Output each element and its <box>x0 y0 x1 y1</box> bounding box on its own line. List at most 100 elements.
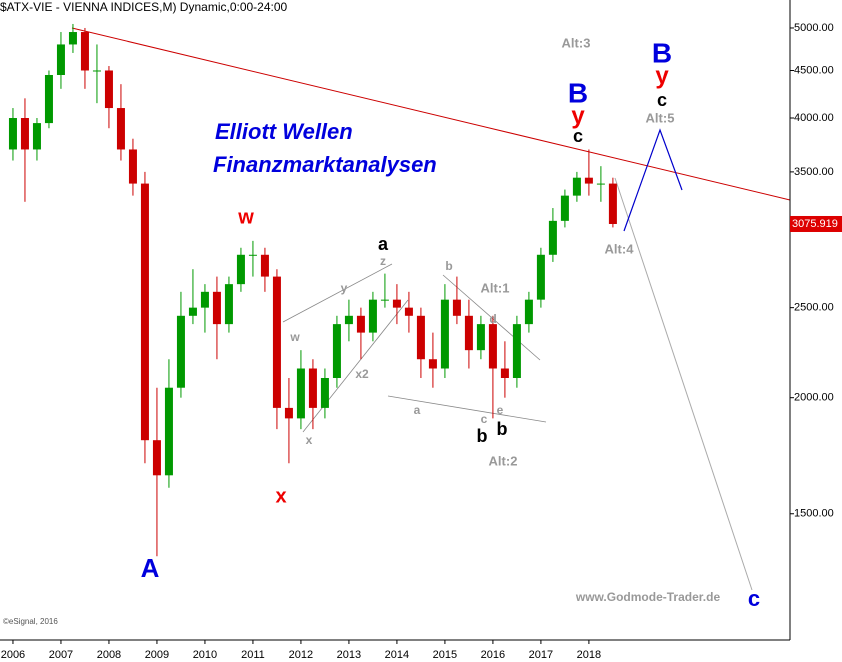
x-tick-label: 2013 <box>337 649 361 661</box>
annotation: c <box>573 126 583 146</box>
annotation: y <box>341 281 348 295</box>
candle-body <box>248 254 257 256</box>
annotation: a <box>414 403 421 417</box>
candle-body <box>560 195 569 221</box>
candle-body <box>32 123 41 150</box>
annotation: Elliott Wellen <box>215 119 353 144</box>
annotation: x <box>275 485 286 507</box>
y-tick-label: 5000.00 <box>794 22 834 34</box>
annotation: B <box>568 77 588 108</box>
annotation: x <box>306 433 313 447</box>
x-tick-label: 2009 <box>145 649 169 661</box>
y-tick-label: 4500.00 <box>794 64 834 76</box>
candle-body <box>68 32 77 45</box>
candle-body <box>608 183 617 224</box>
x-tick-label: 2007 <box>49 649 73 661</box>
candle-body <box>380 299 389 301</box>
x-tick-label: 2006 <box>1 649 25 661</box>
candle-body <box>212 291 221 325</box>
candle-body <box>152 440 161 476</box>
x-tick-label: 2008 <box>97 649 121 661</box>
projection-line <box>614 177 753 591</box>
annotation: Alt:1 <box>481 280 510 295</box>
annotation: Alt:2 <box>489 453 518 468</box>
candle-body <box>536 254 545 300</box>
annotation: w <box>237 206 254 228</box>
chart-title: ($ATX-VIE - VIENNA INDICES,M) Dynamic,0:… <box>0 0 288 14</box>
candle-body <box>344 315 353 325</box>
candle-body <box>56 44 65 75</box>
annotation: b <box>497 419 508 439</box>
candle-body <box>356 315 365 333</box>
triangle-line <box>442 274 541 361</box>
candle-body <box>452 299 461 316</box>
annotation: B <box>652 37 672 68</box>
candle-body <box>308 368 317 408</box>
candle-body <box>164 387 173 476</box>
x-tick-label: 2017 <box>529 649 553 661</box>
x-tick-label: 2014 <box>385 649 409 661</box>
y-tick-label: 3500.00 <box>794 166 834 178</box>
triangle-line <box>387 395 547 423</box>
candle-body <box>500 368 509 378</box>
candle-body <box>332 324 341 378</box>
x-tick-label: 2015 <box>433 649 457 661</box>
x-tick-label: 2018 <box>577 649 601 661</box>
annotation: c <box>481 412 488 426</box>
annotation: Finanzmarktanalysen <box>213 152 437 177</box>
annotation: www.Godmode-Trader.de <box>575 590 721 604</box>
annotation: d <box>489 312 496 326</box>
candle-body <box>488 324 497 369</box>
projection-path <box>623 128 683 232</box>
candle-body <box>296 368 305 419</box>
annotation: y <box>655 62 669 89</box>
candle-body <box>512 324 521 378</box>
candle-body <box>44 74 53 124</box>
candle-body <box>416 315 425 360</box>
candle-body <box>236 254 245 285</box>
annotation: Alt:5 <box>646 110 675 125</box>
y-tick-label: 2000.00 <box>794 392 834 404</box>
candle-body <box>20 118 29 150</box>
candle-body <box>548 220 557 255</box>
candle-body <box>404 307 413 316</box>
candle-body <box>584 177 593 184</box>
candle-body <box>284 407 293 419</box>
candles <box>8 23 617 557</box>
channel-line <box>302 299 409 433</box>
y-tick-label: 1500.00 <box>794 508 834 520</box>
candle-body <box>476 324 485 351</box>
candle-body <box>128 149 137 184</box>
candle-body <box>440 299 449 369</box>
annotation: b <box>445 259 452 273</box>
annotation: e <box>497 403 504 417</box>
candle-body <box>200 291 209 308</box>
candle-body <box>392 299 401 308</box>
x-tick-label: 2016 <box>481 649 505 661</box>
annotation: A <box>141 553 160 583</box>
candle-body <box>116 108 125 150</box>
candle-body <box>188 307 197 316</box>
y-tick-label: 2500.00 <box>794 302 834 314</box>
candle-body <box>596 183 605 185</box>
candle-body <box>92 70 101 72</box>
x-tick-label: 2011 <box>241 649 265 661</box>
annotation: a <box>378 234 389 254</box>
annotation: w <box>289 330 300 344</box>
annotation: c <box>657 90 667 110</box>
candle-body <box>80 32 89 71</box>
annotation: c <box>748 586 760 611</box>
candle-body <box>140 183 149 441</box>
candle-body <box>428 359 437 369</box>
candle-body <box>224 284 233 325</box>
candle-body <box>176 315 185 388</box>
annotation: z <box>380 254 386 268</box>
candle-body <box>104 70 113 109</box>
last-price-box <box>790 215 842 232</box>
annotation: Alt:4 <box>605 241 635 256</box>
y-tick-label: 4000.00 <box>794 112 834 124</box>
annotation: y <box>571 102 585 129</box>
x-tick-label: 2012 <box>289 649 313 661</box>
